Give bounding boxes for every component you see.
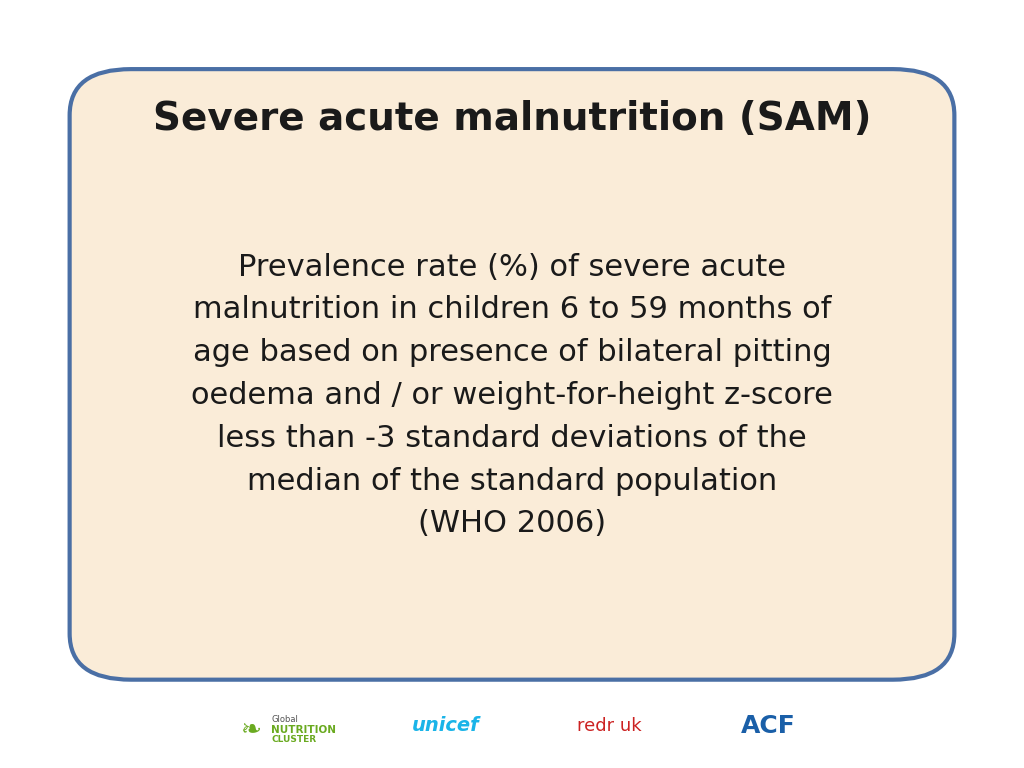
Text: Global: Global [271,715,298,724]
Text: unicef: unicef [412,717,479,735]
Text: Severe acute malnutrition (SAM): Severe acute malnutrition (SAM) [153,100,871,138]
Text: NUTRITION: NUTRITION [271,724,336,735]
FancyBboxPatch shape [70,69,954,680]
Text: ❧: ❧ [241,717,261,742]
Text: CLUSTER: CLUSTER [271,735,316,744]
Text: ACF: ACF [740,713,796,738]
Text: redr uk: redr uk [577,717,642,735]
Text: Prevalence rate (%) of severe acute
malnutrition in children 6 to 59 months of
a: Prevalence rate (%) of severe acute maln… [191,253,833,538]
